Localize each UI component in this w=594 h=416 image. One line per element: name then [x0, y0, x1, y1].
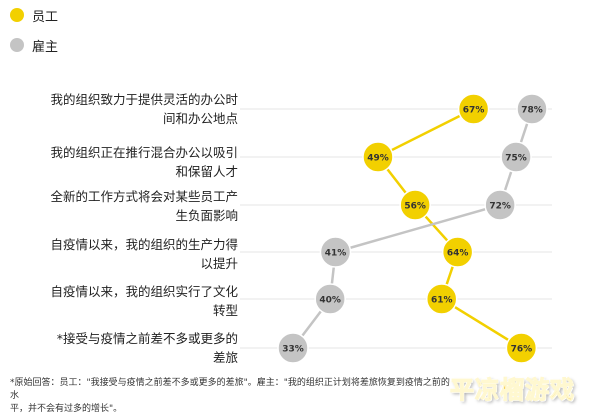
legend-swatch-employer: [10, 38, 24, 52]
data-label-employer-flexible-hours: 78%: [521, 106, 543, 116]
category-label-travel: *接受与疫情之前差不多或更多的 差旅: [56, 331, 238, 365]
data-point-employer-flexible-hours: [516, 93, 548, 125]
data-point-employer-travel: [277, 332, 309, 364]
data-label-employer-productivity: 41%: [325, 249, 347, 259]
legend-item-employee: 员工: [10, 0, 58, 30]
data-label-employee-flexible-hours: 67%: [463, 106, 485, 116]
data-label-employer-hybrid-work: 75%: [505, 154, 527, 164]
category-label-hybrid-work: 我的组织正在推行混合办公以吸引 和保留人才: [50, 145, 238, 179]
data-label-employee-culture-shift: 61%: [431, 296, 453, 306]
data-label-employee-negative-impact: 56%: [404, 202, 426, 212]
data-label-employee-productivity: 64%: [447, 249, 469, 259]
category-label-flexible-hours: 我的组织致力于提供灵活的办公时 间和办公地点: [50, 92, 238, 126]
watermark-logo: 平凉榴游戏: [450, 376, 575, 405]
legend-swatch-employee: [10, 8, 24, 22]
data-label-employee-hybrid-work: 49%: [367, 154, 389, 164]
data-point-employee-flexible-hours: [457, 93, 490, 125]
data-label-employee-travel: 76%: [511, 345, 533, 355]
category-label-productivity: 自疫情以来，我的组织的生产力得 以提升: [50, 237, 238, 271]
category-label-culture-shift: 自疫情以来，我的组织实行了文化 转型: [50, 284, 238, 318]
legend-label-employee: 员工: [32, 9, 59, 25]
legend-item-employer: 雇主: [10, 30, 58, 60]
data-point-employee-productivity: [441, 236, 474, 268]
data-label-employer-negative-impact: 72%: [489, 202, 511, 212]
data-point-employee-hybrid-work: [362, 141, 394, 173]
data-label-employer-culture-shift: 40%: [319, 296, 341, 306]
data-point-employee-negative-impact: [399, 189, 431, 221]
data-point-employer-culture-shift: [314, 283, 346, 315]
footnote: *原始回答：员工："我接受与疫情之前差不多或更多的差旅"。雇主："我的组织正计划…: [10, 378, 450, 414]
data-label-employer-travel: 33%: [282, 345, 304, 355]
data-point-employer-productivity: [319, 236, 352, 268]
data-point-employer-negative-impact: [484, 189, 516, 221]
category-label-negative-impact: 全新的工作方式将会对某些员工产 生负面影响: [50, 189, 238, 223]
data-point-employee-travel: [505, 332, 538, 364]
legend-label-employer: 雇主: [32, 39, 59, 55]
data-point-employee-culture-shift: [425, 283, 458, 315]
legend: 员工 雇主: [10, 0, 58, 60]
data-point-employer-hybrid-work: [500, 141, 532, 173]
